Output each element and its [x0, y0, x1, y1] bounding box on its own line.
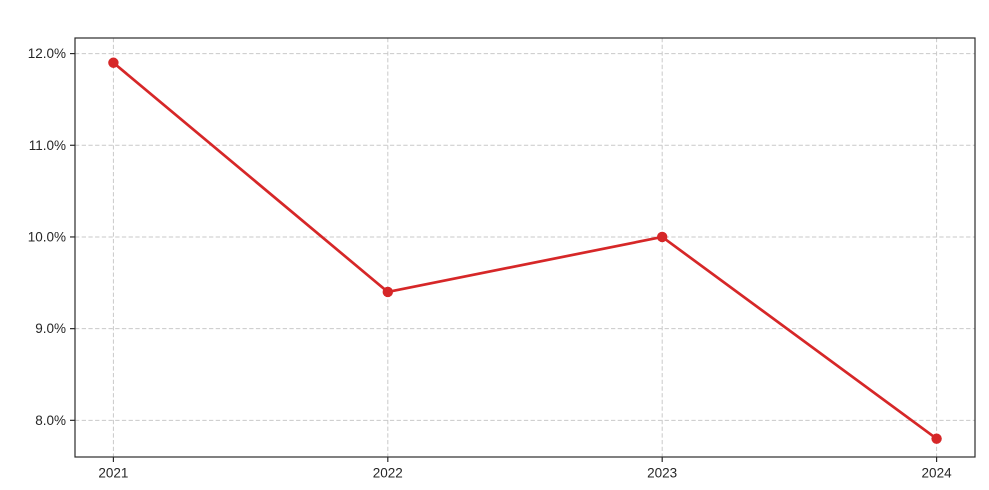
y-tick-label: 10.0%: [28, 229, 66, 244]
x-tick-label: 2021: [98, 466, 128, 481]
data-point: [656, 231, 668, 243]
x-tick-label: 2022: [373, 466, 403, 481]
data-point: [108, 57, 119, 68]
x-tick-label: 2024: [922, 466, 953, 481]
y-tick-label: 8.0%: [35, 413, 66, 428]
trend-line: [112, 61, 938, 441]
y-tick-label: 12.0%: [28, 46, 66, 61]
data-point: [931, 433, 942, 444]
y-tick-label: 11.0%: [29, 138, 66, 153]
data-point: [382, 286, 394, 298]
x-tick-label: 2023: [647, 466, 677, 481]
plot-border: [74, 37, 976, 458]
y-tick-label: 9.0%: [35, 321, 66, 336]
